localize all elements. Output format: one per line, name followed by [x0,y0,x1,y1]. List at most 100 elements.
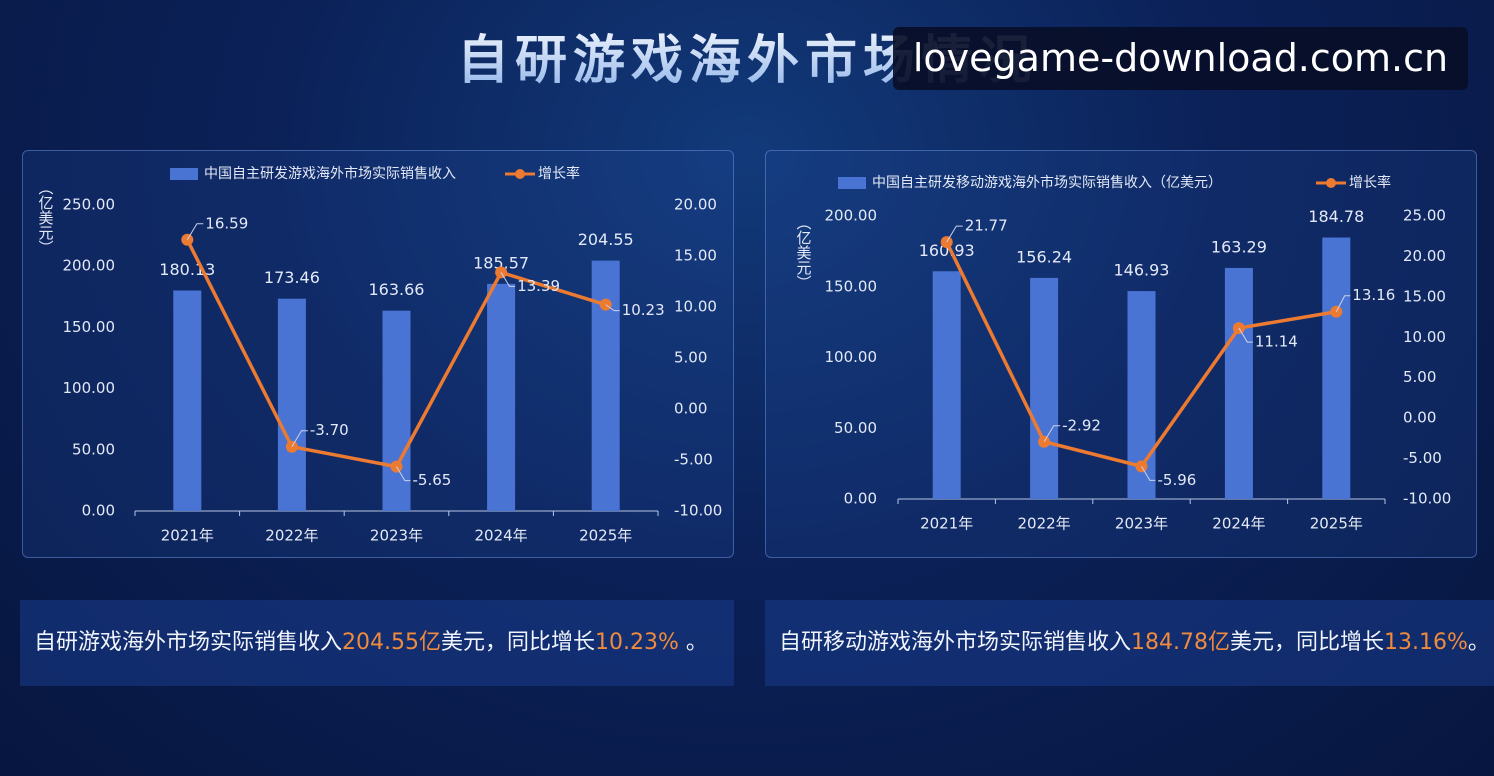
leader-line [1335,295,1351,312]
x-tick-label: 2022年 [265,527,318,545]
x-tick-label: 2022年 [1018,515,1071,533]
bar-value-label: 184.78 [1308,207,1364,226]
leader-line [500,272,516,287]
summary-text: 美元，同比增长 [1230,630,1385,655]
summary-highlight: 13.16% [1384,630,1468,655]
legend-label: 中国自主研发移动游戏海外市场实际销售收入（亿美元） [872,174,1222,191]
summary: 自研游戏海外市场实际销售收入204.55亿美元，同比增长10.23% 。 [20,600,734,686]
leader-line [186,223,204,241]
bar [932,271,961,499]
bar [1322,237,1351,499]
leader-line [605,304,620,312]
bar [591,260,620,511]
bar-value-label: 160.93 [919,241,975,260]
line-value-label: 21.77 [965,217,1008,235]
y-tick-label: 0.00 [82,502,115,520]
legend-label: 增长率 [538,165,580,182]
y-tick-label: 200.00 [825,207,878,225]
bar-value-label: 163.66 [369,280,425,299]
y2-tick-label: 0.00 [674,400,707,418]
legend-swatch [838,177,866,189]
summary-highlight: 204.55亿 [342,630,441,655]
leader-line [1141,466,1156,481]
legend-swatch [515,169,525,179]
y2-tick-label: 10.00 [674,298,717,316]
y-tick-label: 100.00 [63,379,116,397]
x-tick-label: 2023年 [1115,515,1168,533]
bar [382,310,411,511]
bar-value-label: 156.24 [1016,247,1072,266]
bar-value-label: 204.55 [578,230,634,249]
x-tick-label: 2024年 [475,527,528,545]
line-value-label: 10.23 [622,301,665,319]
x-tick-label: 2025年 [1310,515,1363,533]
y-tick-label: 50.00 [834,419,877,437]
legend-swatch [1326,178,1336,188]
bar-value-label: 173.46 [264,268,320,287]
y2-tick-label: -5.00 [1403,449,1442,467]
y-tick-label: 150.00 [63,318,116,336]
summary-text: 。 [678,630,708,655]
line-value-label: -2.92 [1062,416,1101,434]
y-axis-label: （亿美元） [795,215,813,290]
bar-value-label: 185.57 [473,253,529,272]
x-tick-label: 2024年 [1212,515,1265,533]
summary-highlight: 184.78亿 [1131,630,1230,655]
bar [487,283,516,511]
x-tick-label: 2025年 [579,527,632,545]
y-tick-label: 50.00 [72,440,115,458]
line-value-label: 13.39 [517,277,560,295]
legend-swatch [170,168,198,180]
bar [173,290,202,511]
x-tick-label: 2021年 [920,515,973,533]
line-value-label: 16.59 [205,214,248,232]
y-tick-label: 150.00 [825,277,878,295]
leader-line [1238,327,1253,343]
summary-highlight: 10.23% [595,630,679,655]
leader-line [946,225,963,243]
bar [277,298,306,511]
y2-tick-label: 0.00 [1403,409,1436,427]
y2-tick-label: 20.00 [1403,247,1446,265]
y2-tick-label: -5.00 [674,451,713,469]
y2-tick-label: 25.00 [1403,207,1446,225]
y2-tick-label: -10.00 [674,502,722,520]
summary-text: 。 [1467,630,1490,655]
x-tick-label: 2021年 [161,527,214,545]
leader-line [291,430,308,447]
line-value-label: -3.70 [310,421,349,439]
y-tick-label: 200.00 [63,257,116,275]
leader-line [1043,425,1061,443]
y2-tick-label: 20.00 [674,196,717,214]
leader-line [396,466,411,482]
bar-value-label: 163.29 [1211,237,1267,256]
y2-tick-label: 5.00 [674,349,707,367]
y2-tick-label: -10.00 [1403,490,1451,508]
watermark: lovegame-download.com.cn [893,27,1468,90]
line-value-label: 13.16 [1352,286,1395,304]
y2-tick-label: 10.00 [1403,328,1446,346]
summary-text: 自研游戏海外市场实际销售收入 [34,630,343,655]
y-axis-label: （亿美元） [37,180,55,255]
legend-label: 中国自主研发游戏海外市场实际销售收入 [204,165,456,182]
y2-tick-label: 15.00 [1403,287,1446,305]
summary-text: 美元，同比增长 [441,630,596,655]
summary-text: 自研移动游戏海外市场实际销售收入 [779,630,1132,655]
bar [1224,267,1253,499]
chart-panel [765,150,1477,558]
line-value-label: -5.65 [413,471,452,489]
y2-tick-label: 15.00 [674,247,717,265]
line-value-label: 11.14 [1255,333,1298,351]
x-tick-label: 2023年 [370,527,423,545]
summary: 自研移动游戏海外市场实际销售收入184.78亿美元，同比增长13.16%。 [765,600,1494,686]
line-value-label: -5.96 [1158,471,1197,489]
y2-tick-label: 5.00 [1403,368,1436,386]
bar-value-label: 146.93 [1114,261,1170,280]
bar [1030,277,1059,499]
y-tick-label: 0.00 [844,490,877,508]
y-tick-label: 250.00 [63,196,116,214]
y-tick-label: 100.00 [825,348,878,366]
legend-label: 增长率 [1349,174,1391,191]
